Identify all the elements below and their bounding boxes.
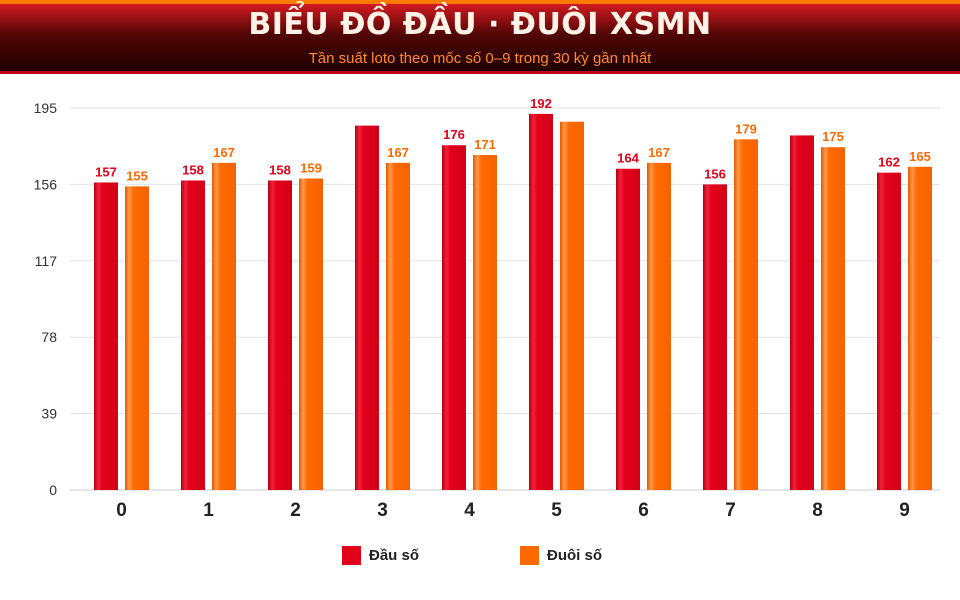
label-duoi-0: 155 bbox=[126, 168, 148, 183]
bar-duoi-9[interactable] bbox=[908, 166, 932, 490]
x-tick-label: 7 bbox=[725, 500, 736, 521]
y-axis: 0 39 78 117 156 195 bbox=[34, 100, 58, 498]
label-dau-7: 156 bbox=[704, 166, 726, 181]
bar-dau-9[interactable] bbox=[877, 172, 901, 490]
label-duoi-6: 167 bbox=[648, 145, 670, 160]
bar-duoi-3[interactable] bbox=[386, 162, 410, 490]
bar-dau-0[interactable] bbox=[94, 182, 118, 490]
label-duoi-1: 167 bbox=[213, 145, 235, 160]
bar-dau-3[interactable] bbox=[355, 125, 379, 490]
label-dau-6: 164 bbox=[617, 151, 639, 166]
bar-dau-1[interactable] bbox=[181, 180, 205, 490]
legend-label-duoi: Đuôi số bbox=[547, 547, 602, 564]
bar-duoi-5[interactable] bbox=[560, 121, 584, 490]
bar-duoi-1[interactable] bbox=[212, 162, 236, 490]
label-dau-5: 192 bbox=[530, 96, 552, 111]
bar-dau-4[interactable] bbox=[442, 145, 466, 490]
bar-dau-8[interactable] bbox=[790, 135, 814, 490]
label-duoi-2: 159 bbox=[300, 161, 322, 176]
x-tick-label: 6 bbox=[638, 500, 649, 521]
bar-duoi-0[interactable] bbox=[125, 186, 149, 490]
legend-label-dau: Đầu số bbox=[369, 547, 420, 564]
x-tick-label: 9 bbox=[899, 500, 910, 521]
y-tick-label: 78 bbox=[41, 329, 57, 345]
x-tick-label: 2 bbox=[290, 500, 301, 521]
label-dau-9: 162 bbox=[878, 155, 900, 170]
bar-duoi-7[interactable] bbox=[734, 139, 758, 491]
y-tick-label: 195 bbox=[34, 100, 58, 116]
bars bbox=[94, 113, 932, 491]
label-dau-0: 157 bbox=[95, 164, 117, 179]
chart-header: BIỂU ĐỒ ĐẦU · ĐUÔI XSMN Tần suất loto th… bbox=[0, 0, 960, 74]
x-tick-label: 0 bbox=[116, 500, 127, 521]
bar-dau-5[interactable] bbox=[529, 113, 553, 490]
chart-title: BIỂU ĐỒ ĐẦU · ĐUÔI XSMN bbox=[248, 7, 712, 42]
chart-subtitle: Tần suất loto theo mốc số 0–9 trong 30 k… bbox=[308, 50, 652, 67]
legend-item-duoi[interactable]: Đuôi số bbox=[520, 546, 602, 565]
y-tick-label: 0 bbox=[49, 482, 57, 498]
label-duoi-7: 179 bbox=[735, 121, 757, 136]
label-duoi-8: 175 bbox=[822, 129, 844, 144]
bar-duoi-6[interactable] bbox=[647, 162, 671, 490]
bar-dau-7[interactable] bbox=[703, 184, 727, 490]
label-duoi-9: 165 bbox=[909, 149, 931, 164]
bar-dau-2[interactable] bbox=[268, 180, 292, 490]
y-tick-label: 39 bbox=[41, 406, 57, 422]
x-axis: 0 1 2 3 4 5 6 7 8 9 bbox=[116, 500, 910, 521]
x-tick-label: 5 bbox=[551, 500, 562, 521]
x-tick-label: 4 bbox=[464, 500, 475, 521]
legend-swatch-dau bbox=[342, 546, 361, 565]
label-duoi-4: 171 bbox=[474, 137, 496, 152]
bar-dau-6[interactable] bbox=[616, 168, 640, 490]
label-dau-2: 158 bbox=[269, 162, 291, 177]
label-dau-4: 176 bbox=[443, 127, 465, 142]
bar-duoi-8[interactable] bbox=[821, 147, 845, 490]
label-dau-1: 158 bbox=[182, 162, 204, 177]
x-tick-label: 3 bbox=[377, 500, 388, 521]
legend-item-dau[interactable]: Đầu số bbox=[342, 546, 419, 565]
data-labels: 157 155 158 167 158 159 167 176 171 192 164 167 156 1… bbox=[95, 96, 931, 183]
y-tick-label: 117 bbox=[35, 253, 58, 269]
legend-swatch-duoi bbox=[520, 546, 539, 565]
x-tick-label: 8 bbox=[812, 500, 823, 521]
y-tick-label: 156 bbox=[34, 176, 58, 192]
bar-duoi-4[interactable] bbox=[473, 155, 497, 490]
x-tick-label: 1 bbox=[203, 500, 214, 521]
bar-duoi-2[interactable] bbox=[299, 178, 323, 490]
label-duoi-3: 167 bbox=[387, 145, 409, 160]
